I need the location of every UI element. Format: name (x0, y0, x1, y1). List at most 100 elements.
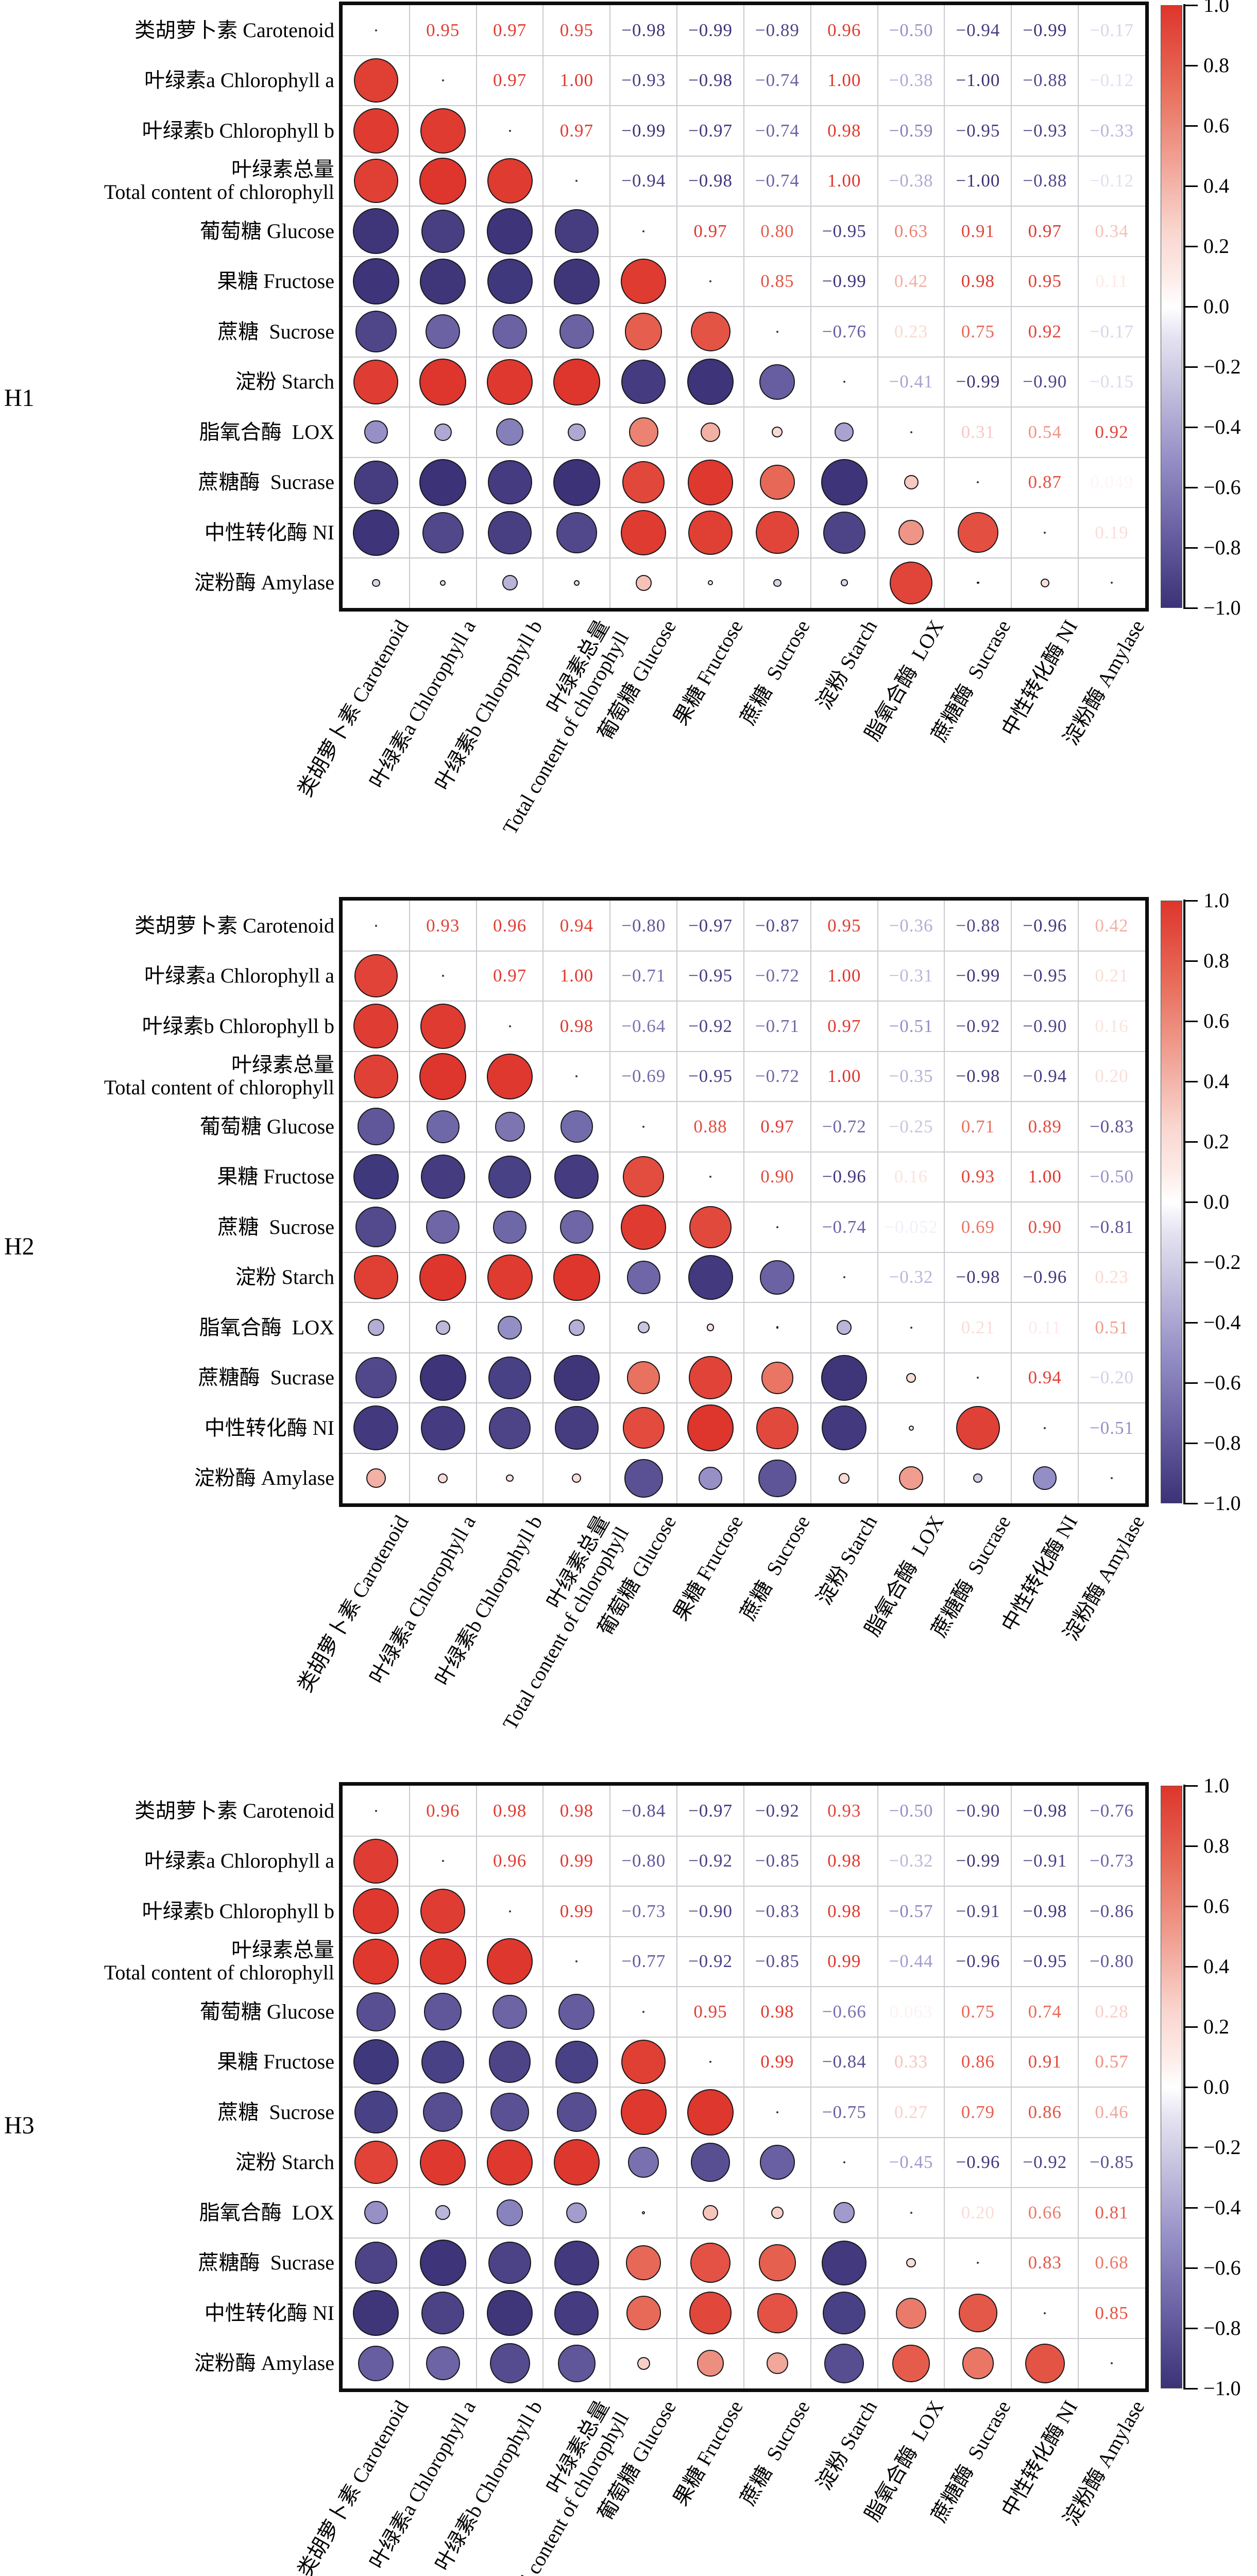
col-label-line1: 叶绿素总量 (542, 1511, 614, 1613)
corr-circle (353, 2039, 399, 2085)
colorbar-tick-label: −0.4 (1203, 2196, 1241, 2219)
colorbar-tick-label: 0.0 (1203, 295, 1229, 318)
col-label-line1: 蔗糖 Sucrose (736, 616, 815, 729)
row-label-line1: 叶绿素b Chlorophyll b (142, 1014, 334, 1038)
col-label-line1: 淀粉 Starch (811, 2396, 881, 2494)
corr-circle (488, 1406, 531, 1449)
corr-circle (840, 579, 848, 587)
corr-circle (354, 460, 398, 504)
colorbar-tick (1183, 1905, 1198, 1907)
row-label-line1: 蔗糖酶 Sucrase (198, 1366, 334, 1389)
corr-circle (353, 1838, 399, 1884)
corr-circle (426, 1110, 460, 1143)
grid-line-vertical (877, 5, 878, 608)
row-label-line1: 蔗糖 Sucrose (217, 2100, 334, 2124)
diagonal-dot (910, 431, 912, 433)
corr-coefficient: −0.38 (889, 171, 933, 191)
row-label-line1: 类胡萝卜素 Carotenoid (134, 913, 334, 937)
corr-circle (821, 1354, 868, 1401)
colorbar-tick (1183, 4, 1198, 6)
grid-line-horizontal (343, 1402, 1145, 1403)
colorbar-tick-label: −0.6 (1203, 2256, 1241, 2279)
corr-coefficient: −0.99 (688, 20, 733, 40)
corr-coefficient: 0.42 (894, 271, 928, 292)
corr-circle (956, 1406, 1000, 1450)
colorbar-tick (1183, 960, 1198, 962)
corr-circle (440, 580, 446, 586)
corr-coefficient: −0.38 (889, 70, 933, 91)
corr-coefficient: −0.92 (688, 1015, 733, 1036)
corr-coefficient: −0.98 (621, 20, 666, 40)
corr-circle (624, 1459, 663, 1498)
corr-coefficient: 0.86 (1028, 2102, 1062, 2122)
corr-circle (426, 1210, 460, 1244)
corr-circle (1025, 2343, 1065, 2383)
corr-coefficient: 0.98 (492, 1800, 527, 1821)
row-label-line1: 果糖 Fructose (217, 269, 334, 293)
corr-coefficient: 0.66 (1028, 2202, 1062, 2223)
corr-coefficient: 0.99 (559, 1851, 594, 1871)
corr-coefficient: −0.91 (1023, 1851, 1067, 1871)
diagonal-dot (575, 1075, 578, 1078)
corr-coefficient: −0.85 (755, 1851, 800, 1871)
diagonal-dot (843, 1276, 845, 1279)
corr-circle (977, 582, 979, 584)
corr-coefficient: 0.33 (894, 2052, 928, 2072)
corr-circle (622, 461, 665, 504)
corr-circle (496, 418, 524, 446)
corr-coefficient: −0.95 (1023, 1951, 1067, 1972)
row-label-line1: 类胡萝卜素 Carotenoid (134, 1799, 334, 1822)
diagonal-dot (776, 330, 778, 333)
row-label: 叶绿素总量 Total content of chlorophyll (0, 1939, 334, 1984)
corr-coefficient: −0.77 (621, 1951, 666, 1972)
corr-circle (822, 1405, 867, 1451)
corr-coefficient: 0.75 (961, 321, 995, 342)
corr-circle (555, 2040, 599, 2083)
corr-circle (637, 1321, 650, 1334)
corr-coefficient: −0.94 (956, 20, 1000, 40)
corr-circle (573, 580, 580, 586)
corr-circle (906, 1372, 916, 1383)
row-label-line2: Total content of chlorophyll (104, 1076, 334, 1099)
diagonal-dot (1044, 2312, 1046, 2314)
colorbar-tick (1183, 1442, 1198, 1444)
corr-circle (487, 2290, 533, 2336)
corr-coefficient: 0.19 (1095, 522, 1129, 543)
corr-coefficient: −0.92 (1023, 2152, 1067, 2173)
corr-coefficient: 0.20 (1095, 1066, 1129, 1087)
row-label: 葡萄糖 Glucose (0, 219, 334, 243)
corr-circle (488, 1155, 532, 1198)
corr-circle (355, 2242, 397, 2284)
grid-line-vertical (810, 901, 811, 1503)
corr-coefficient: 0.97 (1028, 221, 1062, 241)
corr-circle (419, 1938, 466, 1985)
corr-circle (488, 1356, 532, 1399)
colorbar-tick (1183, 1020, 1198, 1022)
corr-coefficient: 1.00 (559, 70, 594, 91)
corr-circle (756, 511, 799, 554)
grid-line-horizontal (343, 2237, 1145, 2239)
corr-coefficient: −0.97 (688, 1800, 733, 1821)
corr-coefficient: −0.96 (822, 1166, 867, 1187)
diagonal-dot (642, 230, 645, 232)
corr-circle (703, 2205, 719, 2221)
corr-coefficient: −0.20 (1090, 1367, 1134, 1388)
row-label-line1: 叶绿素总量 (231, 1053, 334, 1077)
corr-coefficient: −0.85 (755, 1951, 800, 1972)
corr-circle (892, 2344, 930, 2382)
corr-coefficient: 0.93 (426, 915, 460, 936)
colorbar-tick (1183, 1321, 1198, 1324)
colorbar-tick-label: 1.0 (1203, 1774, 1229, 1797)
corr-circle (771, 2206, 784, 2219)
corr-circle (419, 2240, 466, 2286)
corr-circle (559, 314, 594, 349)
colorbar-tick (1183, 125, 1198, 127)
row-label-line1: 叶绿素a Chlorophyll a (144, 964, 334, 988)
row-label: 淀粉酶 Amylase (0, 1467, 334, 1489)
corr-circle (553, 1253, 600, 1301)
diagonal-dot (642, 2010, 645, 2013)
diagonal-dot (508, 1025, 511, 1027)
row-label-line1: 中性转化酶 NI (204, 2301, 334, 2325)
col-label: 淀粉 Starch (812, 616, 881, 714)
col-label: 淀粉 Starch (812, 1512, 881, 1609)
